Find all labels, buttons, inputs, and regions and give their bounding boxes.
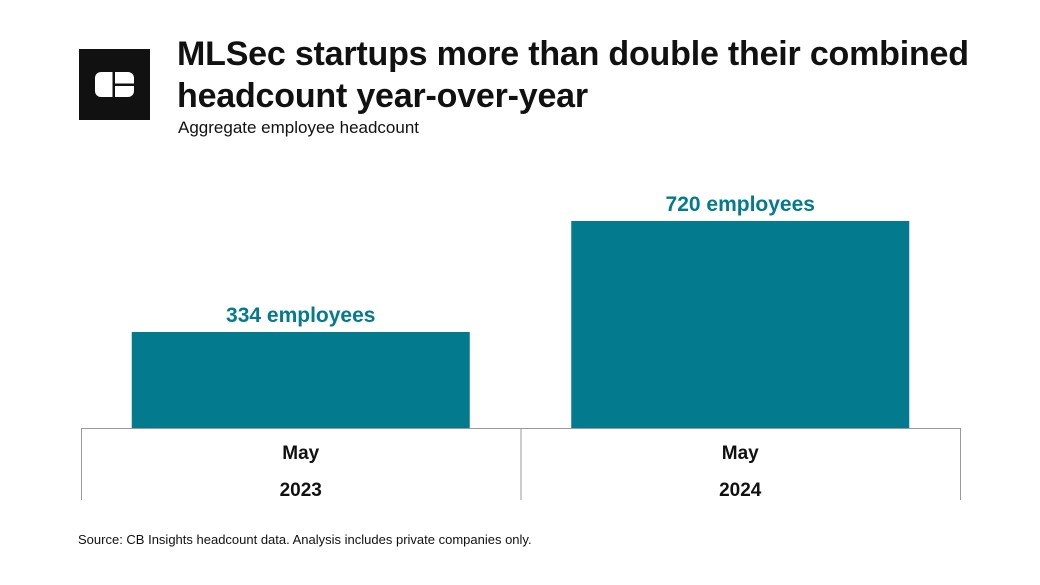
bar-0: [131, 331, 470, 428]
x-tick-label-year-0: 2023: [280, 480, 322, 501]
chart-subtitle: Aggregate employee headcount: [178, 118, 420, 137]
bar-1: [571, 221, 910, 428]
x-tick-label-month-0: May: [282, 443, 319, 464]
chart-title: MLSec startups more than double their co…: [177, 35, 969, 115]
data-label-1: 720 employees: [666, 193, 815, 216]
source-note: Source: CB Insights headcount data. Anal…: [78, 532, 532, 547]
cb-insights-logo: [79, 49, 150, 120]
cb-insights-logo-icon: [95, 72, 134, 97]
data-label-0: 334 employees: [226, 304, 375, 327]
x-tick-label-month-1: May: [722, 443, 759, 464]
x-tick-label-year-1: 2024: [719, 480, 762, 501]
